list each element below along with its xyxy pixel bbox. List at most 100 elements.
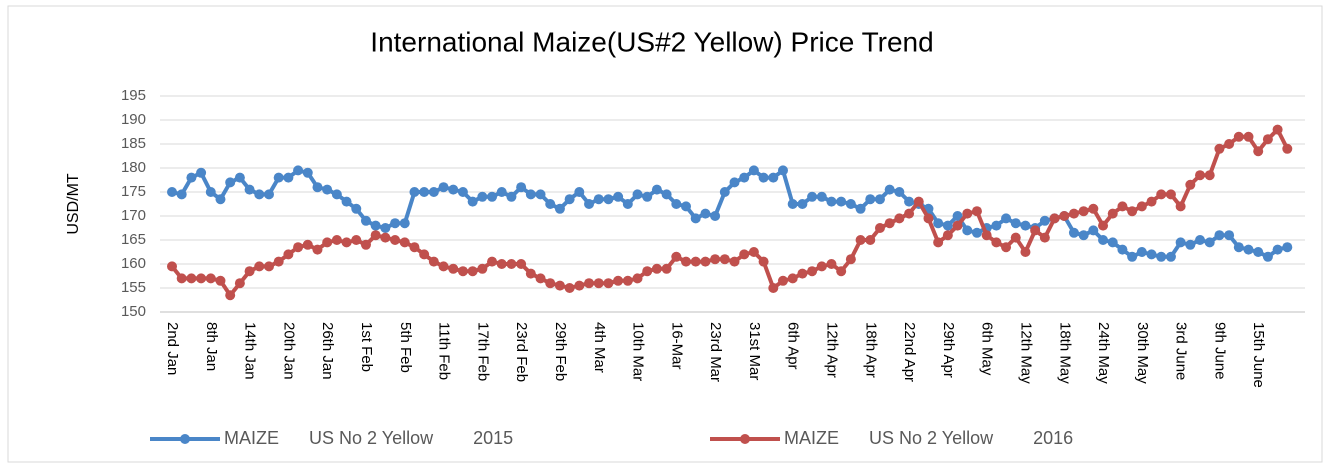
x-tick-label: 1st Feb bbox=[358, 322, 375, 372]
data-point bbox=[904, 196, 915, 207]
data-point bbox=[428, 256, 439, 267]
data-point bbox=[390, 218, 401, 229]
data-point bbox=[748, 247, 759, 257]
y-tick-label: 160 bbox=[121, 255, 146, 272]
y-tick-label: 170 bbox=[121, 207, 146, 224]
data-point bbox=[535, 189, 546, 200]
data-point bbox=[671, 251, 682, 262]
data-point bbox=[622, 275, 633, 286]
data-point bbox=[419, 187, 430, 197]
data-point bbox=[234, 278, 245, 289]
data-point bbox=[1156, 251, 1167, 262]
x-tick-label: 12th Apr bbox=[824, 322, 841, 378]
data-point bbox=[1165, 189, 1176, 200]
data-point bbox=[448, 184, 459, 195]
data-point bbox=[467, 196, 478, 207]
data-point bbox=[1243, 244, 1254, 255]
data-point bbox=[719, 254, 730, 265]
data-point bbox=[1185, 179, 1196, 190]
data-point bbox=[1068, 208, 1079, 219]
x-tick-label: 8th Jan bbox=[203, 322, 220, 371]
data-point bbox=[884, 218, 895, 229]
data-point bbox=[865, 235, 876, 245]
data-point bbox=[312, 182, 323, 193]
data-point bbox=[661, 189, 672, 200]
data-point bbox=[671, 199, 682, 209]
data-point bbox=[748, 165, 759, 176]
data-point bbox=[516, 182, 527, 193]
data-point bbox=[574, 280, 585, 291]
x-tick-label: 10th Mar bbox=[630, 322, 647, 381]
data-point bbox=[613, 275, 624, 286]
data-point bbox=[341, 196, 352, 207]
data-point bbox=[370, 220, 381, 231]
x-tick-label: 2nd Jan bbox=[164, 322, 181, 375]
y-tick-label: 185 bbox=[121, 135, 146, 152]
data-point bbox=[729, 256, 740, 267]
data-point bbox=[176, 189, 187, 200]
data-point bbox=[1243, 131, 1254, 142]
data-point bbox=[632, 189, 643, 200]
series bbox=[167, 165, 1293, 262]
data-point bbox=[428, 187, 439, 197]
data-point bbox=[855, 203, 866, 214]
y-tick-label: 190 bbox=[121, 111, 146, 128]
data-point bbox=[380, 232, 391, 243]
data-point bbox=[438, 261, 449, 272]
data-point bbox=[331, 189, 342, 200]
data-point bbox=[777, 165, 788, 176]
data-point bbox=[438, 182, 449, 193]
x-tick-label: 3rd June bbox=[1173, 322, 1190, 380]
data-point bbox=[351, 235, 362, 245]
data-point bbox=[496, 259, 507, 269]
data-point bbox=[1214, 143, 1225, 154]
data-point bbox=[302, 167, 313, 178]
data-point bbox=[991, 220, 1002, 231]
data-point bbox=[884, 184, 895, 195]
data-point bbox=[816, 261, 827, 272]
data-point bbox=[942, 220, 953, 231]
x-tick-label: 31st Mar bbox=[746, 322, 763, 380]
data-point bbox=[1117, 244, 1128, 255]
data-point bbox=[874, 194, 885, 205]
data-point bbox=[768, 283, 779, 293]
data-point bbox=[603, 194, 614, 205]
data-point bbox=[312, 244, 323, 255]
data-point bbox=[1195, 170, 1206, 181]
y-tick-label: 150 bbox=[121, 303, 146, 320]
data-point bbox=[1282, 143, 1293, 154]
data-point bbox=[816, 191, 827, 202]
data-point bbox=[1078, 206, 1089, 217]
data-point bbox=[506, 191, 517, 202]
x-tick-label: 16-Mar bbox=[668, 322, 685, 370]
data-point bbox=[797, 268, 808, 279]
data-point bbox=[1136, 201, 1147, 212]
data-point bbox=[205, 187, 216, 197]
data-point bbox=[545, 199, 556, 209]
data-point bbox=[1262, 251, 1273, 262]
data-point bbox=[1127, 251, 1138, 262]
data-point bbox=[1059, 211, 1070, 221]
data-point bbox=[991, 237, 1002, 248]
data-point bbox=[1001, 242, 1012, 253]
x-tick-label: 17th Feb bbox=[474, 322, 491, 381]
data-point bbox=[234, 172, 245, 183]
y-tick-label: 165 bbox=[121, 231, 146, 248]
y-axis-label: USD/MT bbox=[65, 173, 82, 235]
data-point bbox=[622, 199, 633, 209]
data-point bbox=[477, 191, 488, 202]
data-point bbox=[167, 187, 177, 197]
data-point bbox=[1272, 124, 1283, 135]
data-point bbox=[254, 189, 265, 200]
data-point bbox=[1068, 227, 1079, 238]
chart-title: International Maize(US#2 Yellow) Price T… bbox=[370, 26, 933, 57]
data-point bbox=[836, 266, 847, 277]
data-point bbox=[1117, 201, 1128, 212]
data-point bbox=[1224, 139, 1235, 149]
data-point bbox=[952, 220, 963, 231]
data-point bbox=[1282, 242, 1293, 253]
data-point bbox=[448, 263, 459, 274]
data-point bbox=[768, 172, 779, 183]
data-point bbox=[700, 208, 711, 219]
